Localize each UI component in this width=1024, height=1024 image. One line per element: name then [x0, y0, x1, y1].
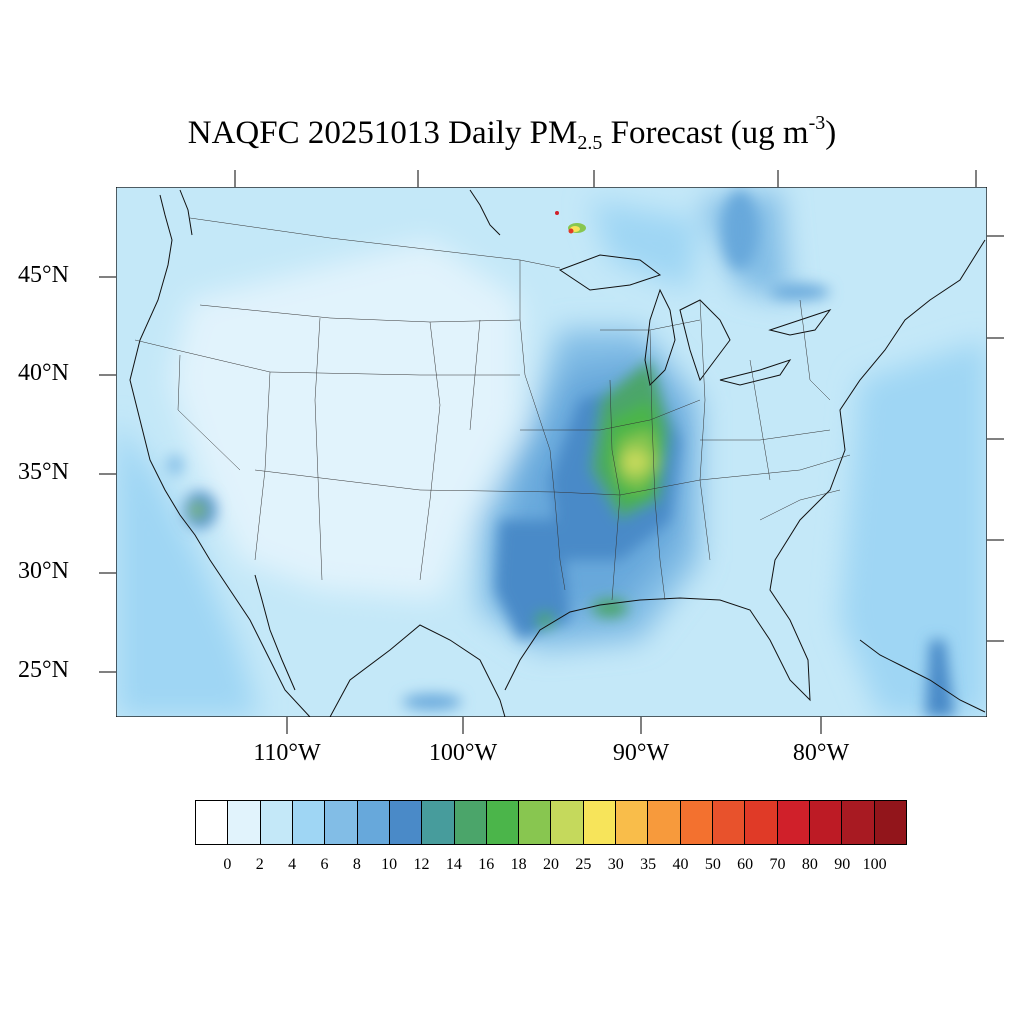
- colorbar-swatch: [777, 801, 810, 844]
- colorbar-swatch: [260, 801, 293, 844]
- colorbar-swatch: [389, 801, 423, 844]
- lat-label-25: 25°N: [18, 657, 69, 683]
- lon-label-90: 90°W: [612, 740, 670, 766]
- colorbar-swatch: [809, 801, 843, 844]
- colorbar-tick-label: 4: [288, 856, 297, 873]
- colorbar-labels: 0 2 4 6 8 10 12 14 16 18 20 25 30 35 40 50 60 70 80 90 100: [195, 856, 907, 876]
- colorbar-swatch: [325, 801, 358, 844]
- lon-label-100: 100°W: [428, 740, 498, 766]
- colorbar-swatch: [713, 801, 746, 844]
- title-suffix: ): [825, 115, 837, 151]
- map-title: NAQFC 20251013 Daily PM2.5 Forecast (ug …: [0, 112, 1024, 155]
- concentration-field: [116, 187, 987, 717]
- colorbar-swatch: [357, 801, 390, 844]
- colorbar-tick-label: 12: [413, 856, 430, 873]
- colorbar-tick-label: 35: [640, 856, 657, 873]
- colorbar-swatch: [874, 801, 906, 844]
- coastlines: [129, 189, 986, 717]
- colorbar-swatch: [486, 801, 520, 844]
- colorbar-tick-label: 20: [543, 856, 559, 873]
- lat-label-40: 40°N: [18, 360, 69, 386]
- colorbar-tick-label: 40: [672, 856, 689, 873]
- colorbar-tick-label: 14: [445, 856, 462, 873]
- lon-label-110: 110°W: [253, 740, 321, 766]
- state-borders: [134, 217, 851, 601]
- title-middle: Forecast (ug m: [602, 115, 809, 151]
- colorbar-tick-label: 10: [381, 856, 398, 873]
- colorbar-swatch: [745, 801, 778, 844]
- colorbar-tick-label: 90: [834, 856, 851, 873]
- colorbar-tick-label: 25: [575, 856, 592, 873]
- colorbar-swatch: [519, 801, 552, 844]
- title-prefix: NAQFC 20251013 Daily PM: [187, 115, 578, 151]
- colorbar-tick-label: 60: [737, 856, 754, 873]
- lat-label-30: 30°N: [18, 558, 69, 584]
- colorbar-swatch: [648, 801, 681, 844]
- colorbar-tick-label: 80: [801, 856, 818, 873]
- colorbar-swatch: [680, 801, 713, 844]
- colorbar-tick-label: 6: [320, 856, 329, 873]
- colorbar-swatch: [292, 801, 326, 844]
- lon-label-80: 80°W: [792, 740, 850, 766]
- lat-label-35: 35°N: [18, 459, 69, 485]
- title-subscript: 2.5: [577, 132, 603, 154]
- colorbar-tick-label: 0: [223, 856, 232, 873]
- colorbar-tick-label: 50: [704, 856, 721, 873]
- colorbar-swatch: [196, 801, 229, 844]
- colorbar-tick-label: 2: [255, 856, 264, 873]
- colorbar-tick-label: 18: [510, 856, 527, 873]
- colorbar-tick-label: 8: [352, 856, 361, 873]
- axis-ticks: [99, 170, 1004, 734]
- colorbar-swatch: [454, 801, 487, 844]
- colorbar-swatch: [583, 801, 617, 844]
- colorbar-tick-label: 16: [478, 856, 495, 873]
- colorbar-tick-label: 30: [607, 856, 624, 873]
- colorbar-swatch: [616, 801, 649, 844]
- colorbar-swatch: [228, 801, 261, 844]
- colorbar-swatch: [551, 801, 584, 844]
- title-superscript: -3: [808, 112, 826, 134]
- colorbar-swatch: [842, 801, 875, 844]
- colorbar: [195, 800, 907, 845]
- lat-label-45: 45°N: [18, 262, 69, 288]
- colorbar-tick-label: 100: [862, 856, 887, 873]
- colorbar-tick-label: 70: [769, 856, 786, 873]
- colorbar-swatch: [422, 801, 455, 844]
